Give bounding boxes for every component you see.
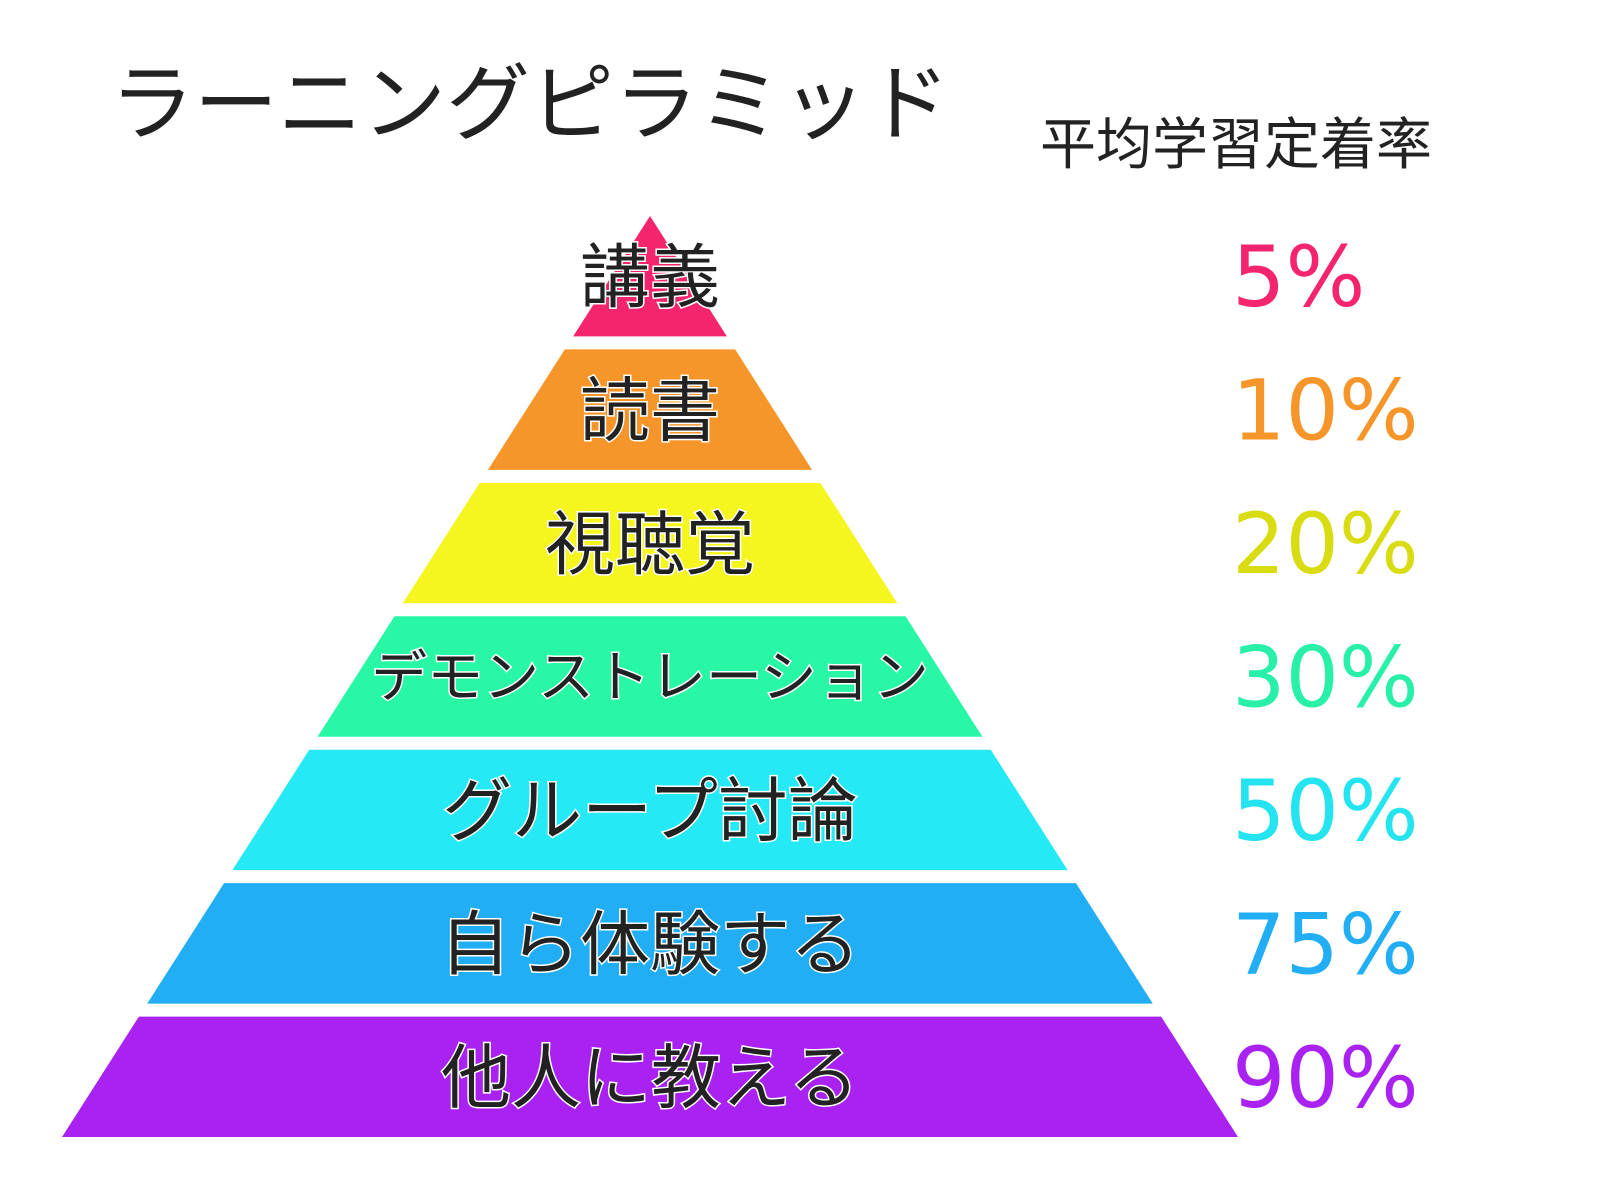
pyramid-tier-7 [62,1016,1238,1137]
tier-label: グループ討論 [442,770,858,852]
tier-label: 他人に教える [441,1037,859,1119]
retention-rate-value: 50% [1232,762,1419,860]
pyramid-tier-2 [487,349,813,470]
tier-label: 読書 [580,370,720,452]
tier-label: 講義 [580,236,720,318]
retention-rate-value: 20% [1232,495,1419,593]
tier-label: デモンストレーション [371,646,929,711]
retention-rate-value: 90% [1232,1029,1419,1127]
pyramid-tier-5 [232,749,1068,871]
retention-rate-value: 30% [1232,629,1419,727]
retention-rate-heading: 平均学習定着率 [1040,113,1432,178]
tier-label: 自ら体験する [440,904,860,986]
pyramid-tier-4 [317,616,983,737]
pyramid-tier-1 [573,216,727,337]
retention-rate-value: 75% [1232,895,1419,993]
retention-rate-value: 10% [1232,362,1419,460]
tier-label: 視聴覚 [545,503,755,585]
retention-rate-value: 5% [1232,228,1365,326]
pyramid-tier-6 [147,883,1153,1004]
diagram-title: ラーニングピラミッド [110,55,951,153]
pyramid-tier-3 [402,482,898,604]
